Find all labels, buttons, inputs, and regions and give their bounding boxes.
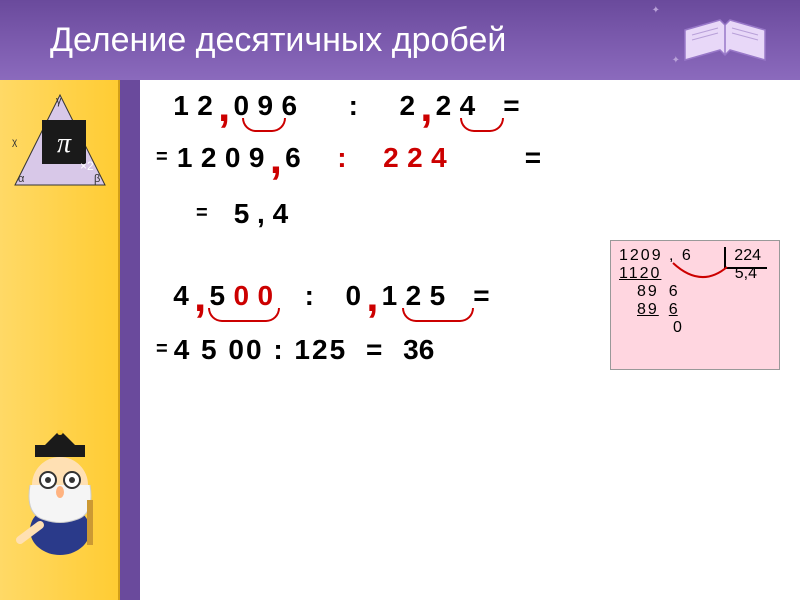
equals: = (363, 334, 387, 366)
digit: 2 (396, 90, 420, 122)
digit: 0 (222, 142, 246, 174)
equals: = (470, 280, 494, 312)
equation-row-3: = 5 , 4 (190, 198, 790, 230)
curve-arrow-icon (671, 261, 731, 291)
expression-text: 4 5 00 : 125 (174, 334, 347, 366)
quotient: 5,4 (735, 265, 757, 283)
equals: = (500, 90, 524, 122)
content-area: 1 2 , 0 9 6 : 2 , 2 4 = = 1 2 0 9 , 6 : … (150, 90, 790, 590)
svg-text:π: π (57, 128, 72, 159)
partial: 89 (637, 283, 659, 301)
page-title: Деление десятичных дробей (50, 21, 506, 60)
long-division-box: 1209 , 6 224 1120 5,4 89 6 89 6 0 (610, 240, 780, 370)
partial: 89 (637, 301, 659, 319)
professor-cartoon-icon (5, 430, 115, 560)
digit: 2 (198, 142, 222, 174)
svg-text:α: α (18, 173, 25, 185)
digit-arc (242, 118, 286, 132)
operator: : (342, 90, 366, 122)
remainder: 0 (673, 319, 682, 337)
equals: = (156, 338, 168, 361)
equals: = (196, 202, 208, 225)
book-icon (680, 10, 770, 70)
digit-arc (402, 308, 474, 322)
digit: 1 (170, 90, 194, 122)
operator: : (298, 280, 322, 312)
svg-text:χ: χ (12, 137, 18, 148)
sidebar-accent-strip (120, 80, 140, 600)
equals: = (156, 146, 168, 169)
digit: 1 (378, 280, 402, 312)
digit: 2 (194, 90, 218, 122)
digit: 4 (428, 142, 452, 174)
svg-text:×2: ×2 (80, 159, 94, 173)
digit: 2 (404, 142, 428, 174)
digit: 4 (170, 280, 194, 312)
digit: 0 (342, 280, 366, 312)
equation-row-1: 1 2 , 0 9 6 : 2 , 2 4 = (170, 90, 790, 122)
partial: 6 (669, 301, 678, 319)
math-decoration-icon: π ×2 α γ β χ (10, 90, 110, 190)
svg-text:β: β (94, 173, 100, 185)
digit-arc (460, 118, 504, 132)
equals: = (522, 142, 546, 174)
digit: 6 (282, 142, 306, 174)
digit: 1 (174, 142, 198, 174)
digit-arc (208, 308, 280, 322)
svg-text:γ: γ (56, 95, 62, 107)
result-text: 36 (403, 334, 434, 366)
operator: : (331, 142, 355, 174)
digit: 2 (432, 90, 456, 122)
equation-row-2: = 1 2 0 9 , 6 : 2 2 4 = (150, 142, 790, 174)
result-text: 5 , 4 (234, 198, 288, 230)
digit: 9 (246, 142, 270, 174)
digit: 2 (380, 142, 404, 174)
header-bar: Деление десятичных дробей ✦ ✦ (0, 0, 800, 80)
partial: 1120 (619, 265, 661, 283)
